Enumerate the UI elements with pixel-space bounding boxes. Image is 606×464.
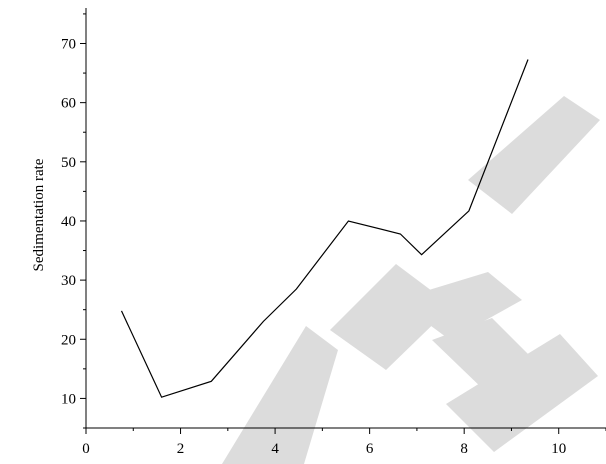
watermark-shape [396, 272, 522, 340]
x-tick-label: 10 [551, 441, 566, 457]
y-tick-label: 30 [61, 273, 76, 289]
x-tick-label: 2 [177, 441, 185, 457]
y-tick-label: 50 [61, 155, 76, 171]
y-axis-label: Sedimentation rate [31, 158, 47, 271]
y-tick-label: 10 [61, 391, 76, 407]
axes [85, 8, 606, 429]
series-line [120, 59, 529, 398]
watermark-shape [446, 334, 598, 452]
x-tick-label: 6 [366, 441, 374, 457]
y-tick-label: 40 [61, 214, 76, 230]
series [120, 59, 529, 398]
y-tick-label: 60 [61, 96, 76, 112]
watermark-shape [330, 264, 452, 370]
y-tick-label: 70 [61, 36, 76, 52]
watermark-shape [468, 96, 600, 214]
x-tick-label: 0 [82, 441, 90, 457]
x-tick-label: 8 [460, 441, 468, 457]
y-tick-label: 20 [61, 332, 76, 348]
watermark-shape [222, 326, 338, 464]
ticks: 10 20 30 40 50 60 70 0 2 4 6 8 10 [61, 13, 606, 457]
x-tick-label: 4 [271, 441, 279, 457]
retracted-watermark [222, 96, 600, 464]
